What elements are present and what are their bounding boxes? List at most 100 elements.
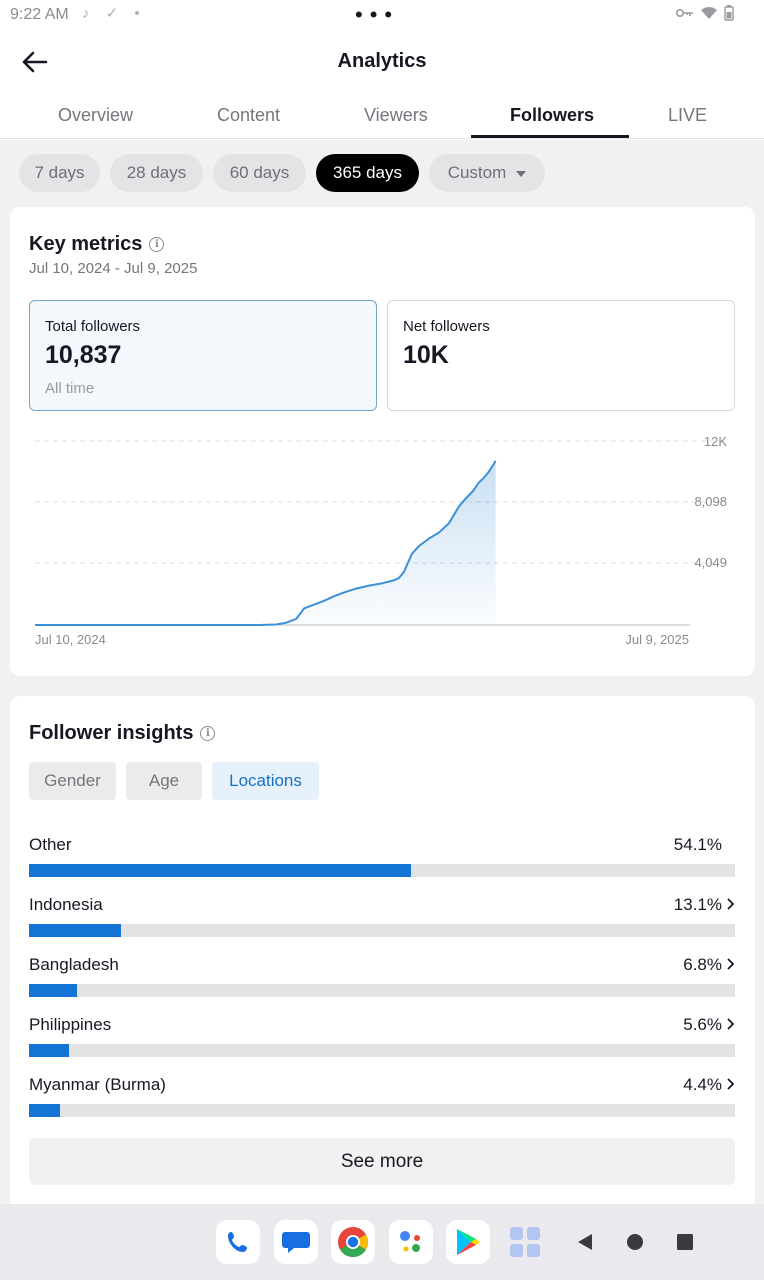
phone-app-icon[interactable] [216,1220,260,1264]
wifi-icon [701,7,717,19]
phone-icon [228,1232,247,1252]
app-grid-icon [510,1227,540,1257]
assistant-icon [400,1231,420,1252]
location-row-bangladesh[interactable]: Bangladesh 6.8% [29,955,735,1003]
info-icon[interactable]: i [149,237,165,252]
chrome-icon [338,1227,368,1258]
assistant-app-icon[interactable] [389,1220,433,1264]
period-7-days[interactable]: 7 days [19,154,100,192]
chevron-right-icon [727,1078,735,1090]
follower-insights-heading: Follower insights i [29,722,216,745]
followers-chart: 12K 8,098 4,049 Jul 10, 2024 Jul 9, 2025 [35,434,727,647]
total-followers-metric[interactable]: Total followers 10,837 All time [29,300,377,411]
caret-down-icon [516,171,527,177]
segment-label: Gender [44,771,101,790]
location-name: Other [29,835,72,854]
tab-live[interactable]: LIVE [668,105,708,125]
location-bar-fill [29,864,411,877]
metric-label: Total followers [45,318,141,335]
location-percent: 13.1% [673,895,722,914]
home-circle-icon [627,1234,643,1250]
camera-dots-icon: ••• [355,2,400,27]
period-28-days[interactable]: 28 days [110,154,203,192]
chip-label: 60 days [229,163,290,182]
segment-gender[interactable]: Gender [29,762,116,800]
period-custom-dropdown[interactable]: Custom [429,154,545,192]
location-bar-track [29,924,735,937]
system-nav-bar [0,1204,764,1280]
period-60-days[interactable]: 60 days [213,154,306,192]
segment-age[interactable]: Age [126,762,202,800]
location-bar-fill [29,1044,69,1057]
battery-icon [724,5,734,21]
followers-line [35,460,497,626]
app-drawer-button[interactable] [503,1220,547,1264]
chevron-right-icon [727,958,735,970]
metric-value: 10,837 [45,341,122,369]
play-store-app-icon[interactable] [446,1220,490,1264]
location-bar-fill [29,1104,61,1117]
date-range: Jul 10, 2024 - Jul 9, 2025 [29,260,198,277]
status-bar: 9:22 AM ♪ ✓ • ••• [0,0,764,30]
followers-area [259,460,496,625]
location-name: Myanmar (Burma) [29,1075,166,1094]
y-tick-label: 4,049 [694,555,727,570]
metric-value: 10K [403,341,449,369]
nav-back-button[interactable] [563,1220,607,1264]
tab-followers[interactable]: Followers [510,105,595,125]
messages-app-icon[interactable] [274,1220,318,1264]
location-row-indonesia[interactable]: Indonesia 13.1% [29,895,735,943]
chrome-app-icon[interactable] [331,1220,375,1264]
location-bar-track [29,1104,735,1117]
status-time: 9:22 AM [10,6,69,23]
messages-icon [282,1232,310,1253]
key-metrics-card: Key metrics i Jul 10, 2024 - Jul 9, 2025… [10,207,755,676]
y-tick-label: 8,098 [694,494,727,509]
chevron-right-icon [727,898,735,910]
location-bar-track [29,864,735,877]
y-tick-label: 12K [704,434,727,449]
location-row-philippines[interactable]: Philippines 5.6% [29,1015,735,1063]
back-button[interactable] [18,46,50,78]
location-name: Philippines [29,1015,112,1034]
location-name: Indonesia [29,895,103,914]
play-store-icon [457,1229,480,1255]
chip-label: 7 days [34,163,85,182]
segment-label: Age [148,771,180,790]
nav-recents-button[interactable] [663,1220,707,1264]
app-header: Analytics [0,40,764,84]
segment-label: Locations [229,771,302,790]
segment-locations[interactable]: Locations [212,762,319,800]
chip-label: 28 days [126,163,187,182]
notification-icons: ♪ ✓ • [82,5,146,22]
active-tab-indicator [471,135,629,138]
location-name: Bangladesh [29,955,119,974]
metric-subtext: All time [45,380,95,397]
see-more-label: See more [340,1150,424,1172]
location-row-myanmar[interactable]: Myanmar (Burma) 4.4% [29,1075,735,1123]
chip-label: 365 days [333,163,402,182]
location-bar-track [29,984,735,997]
location-row-other: Other 54.1% [29,835,735,883]
back-arrow-icon [22,51,48,73]
key-icon [676,9,693,17]
location-percent: 6.8% [683,955,722,974]
info-icon[interactable]: i [200,726,216,741]
see-more-button[interactable]: See more [29,1138,735,1185]
nav-home-button[interactable] [613,1220,657,1264]
recents-square-icon [677,1234,693,1250]
tab-overview[interactable]: Overview [58,105,134,125]
tab-content[interactable]: Content [217,105,281,125]
chevron-right-icon [727,1018,735,1030]
key-metrics-heading: Key metrics i [29,233,165,256]
status-icons [676,5,734,21]
period-365-days[interactable]: 365 days [316,154,419,192]
follower-insights-card: Follower insights i Gender Age Locations… [10,696,755,1204]
follower-insights-title: Follower insights [29,722,194,744]
net-followers-metric[interactable]: Net followers 10K [387,300,735,411]
tab-viewers[interactable]: Viewers [364,105,428,125]
x-tick-label: Jul 10, 2024 [35,632,106,647]
chip-label: Custom [447,163,507,182]
location-percent: 4.4% [683,1075,722,1094]
back-triangle-icon [578,1234,592,1250]
